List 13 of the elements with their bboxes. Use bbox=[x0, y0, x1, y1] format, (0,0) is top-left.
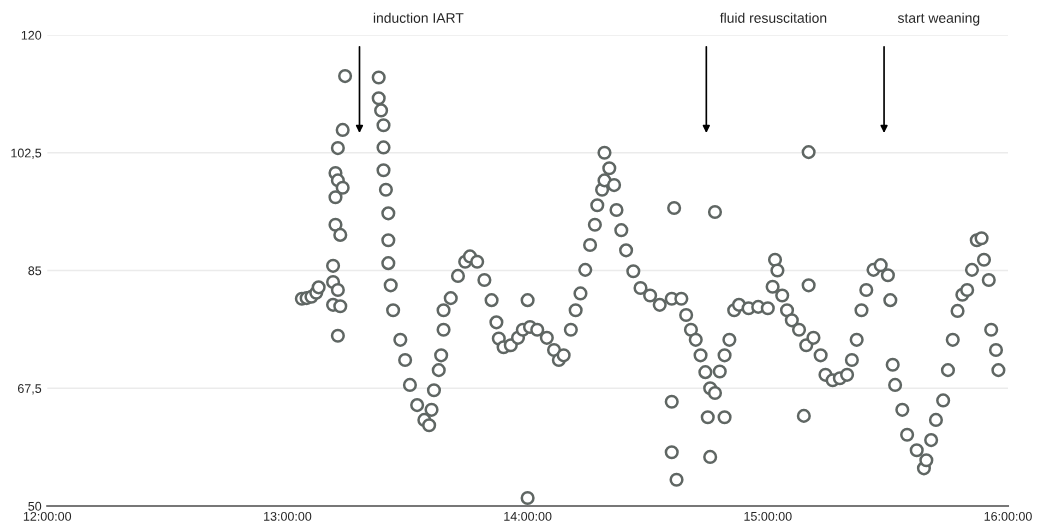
text: start weaning bbox=[897, 12, 980, 26]
text: fluid resuscitation bbox=[719, 12, 827, 23]
text: induction IART bbox=[373, 12, 464, 23]
y-tick-label: 120 bbox=[21, 30, 42, 40]
x-tick-label: 13:00:00 bbox=[264, 511, 312, 521]
x-tick-label: 14:00:00 bbox=[504, 511, 552, 521]
y-tick-label: 102,5 bbox=[11, 148, 42, 159]
x-tick-label: 12:00:00 bbox=[23, 511, 72, 521]
x-tick-label: 16:00:00 bbox=[984, 511, 1032, 521]
y-tick-label: 85 bbox=[28, 266, 42, 276]
x-tick-label: 15:00:00 bbox=[744, 511, 792, 521]
y-tick-label: 67,5 bbox=[18, 384, 42, 395]
y-tick-label: 50 bbox=[28, 501, 42, 511]
